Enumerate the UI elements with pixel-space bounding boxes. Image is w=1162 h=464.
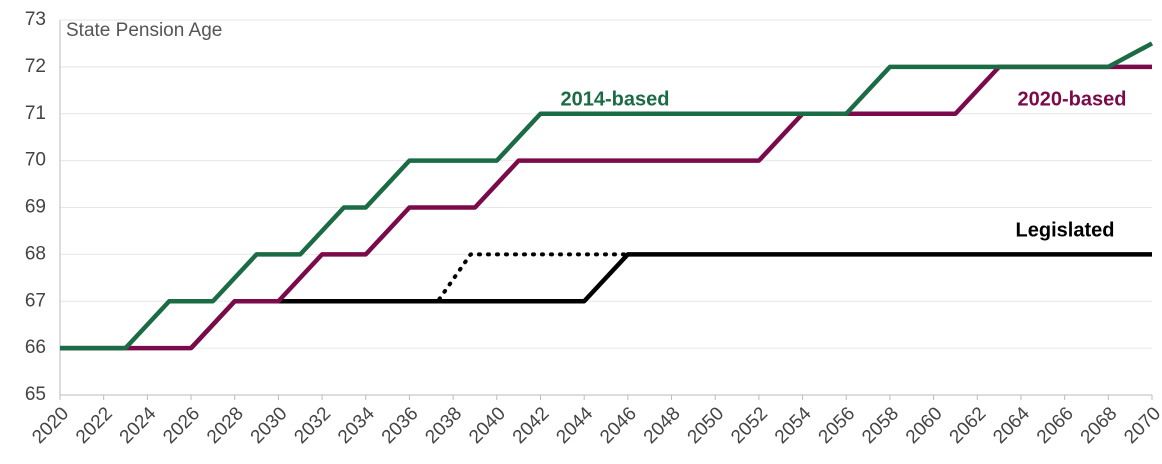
x-tick-label: 2070: [1120, 403, 1162, 448]
x-tick-label: 2024: [116, 403, 161, 448]
x-tick-label: 2058: [858, 403, 903, 448]
x-tick-label: 2020: [28, 403, 73, 448]
series-line: [276, 252, 630, 304]
x-tick-label: 2038: [421, 403, 466, 448]
y-tick-label: 66: [25, 337, 46, 358]
x-tick-label: 2048: [640, 403, 685, 448]
x-tick-label: 2042: [509, 403, 554, 448]
x-tick-label: 2036: [378, 403, 423, 448]
x-tick-label: 2064: [989, 403, 1034, 448]
x-tick-label: 2044: [552, 403, 597, 448]
x-tick-label: 2060: [902, 403, 947, 448]
series-label: Legislated: [1016, 219, 1115, 241]
x-tick-label: 2066: [1033, 403, 1078, 448]
x-tick-label: 2032: [290, 403, 335, 448]
y-tick-label: 71: [25, 103, 46, 124]
y-tick-label: 70: [25, 150, 46, 171]
x-tick-label: 2056: [815, 403, 860, 448]
x-tick-label: 2050: [684, 403, 729, 448]
x-tick-label: 2022: [72, 403, 117, 448]
series-label: 2020-based: [1018, 88, 1127, 110]
y-axis-label: State Pension Age: [66, 20, 223, 41]
x-tick-label: 2040: [465, 403, 510, 448]
y-tick-label: 67: [25, 290, 46, 311]
x-tick-label: 2028: [203, 403, 248, 448]
y-tick-label: 73: [25, 9, 46, 30]
series-label: 2014-based: [561, 88, 670, 110]
x-tick-label: 2068: [1077, 403, 1122, 448]
x-tick-label: 2026: [159, 403, 204, 448]
y-tick-label: 68: [25, 243, 46, 264]
series-line: [60, 64, 1152, 351]
x-tick-label: 2062: [946, 403, 991, 448]
series-line: [60, 41, 1154, 351]
x-tick-label: 2054: [771, 403, 816, 448]
y-tick-label: 65: [25, 384, 46, 405]
y-tick-label: 69: [25, 197, 46, 218]
x-tick-label: 2034: [334, 403, 379, 448]
x-tick-label: 2030: [247, 403, 292, 448]
x-tick-label: 2046: [596, 403, 641, 448]
y-tick-label: 72: [25, 56, 46, 77]
x-tick-label: 2052: [727, 403, 772, 448]
